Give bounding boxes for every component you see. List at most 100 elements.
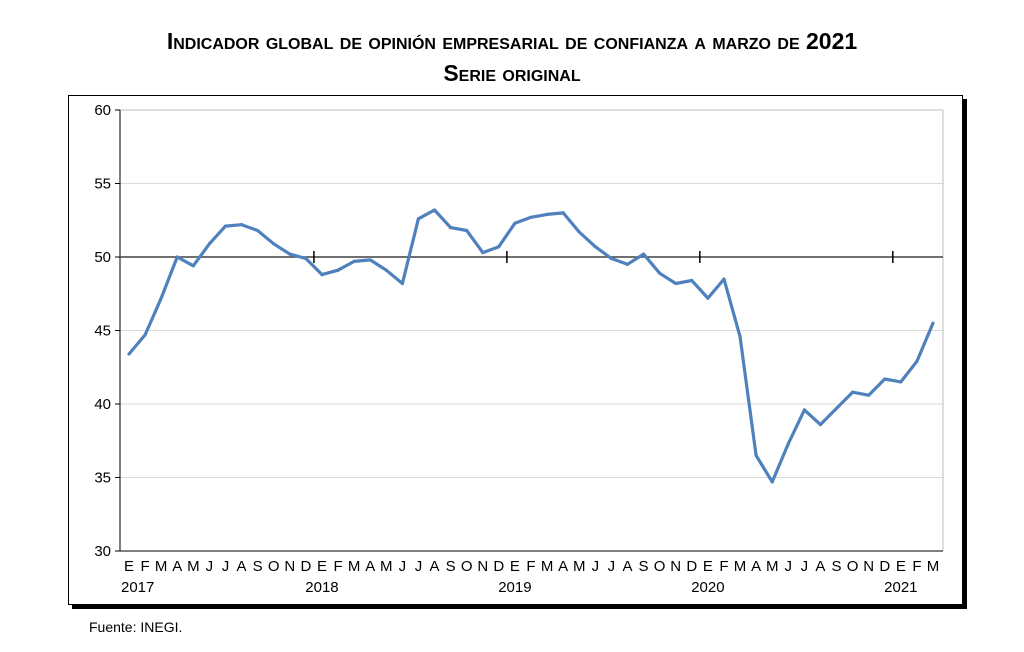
data-point (432, 208, 437, 212)
month-label: O (461, 558, 473, 575)
chart-frame (68, 95, 963, 605)
month-label: M (541, 558, 554, 575)
month-label: A (365, 558, 375, 575)
chart-subtitle: Serie original (443, 60, 581, 86)
month-label: E (510, 558, 520, 575)
month-label: J (801, 558, 809, 575)
month-label: F (333, 558, 342, 575)
data-point (272, 242, 276, 246)
y-tick-label: 35 (94, 470, 111, 487)
y-tick-label: 40 (94, 396, 111, 413)
data-point (223, 224, 228, 228)
source-note: Fuente: INEGI. (89, 619, 183, 635)
data-point (851, 390, 855, 394)
month-label: S (446, 558, 456, 575)
data-point (561, 211, 565, 215)
month-label: E (703, 558, 713, 575)
month-label: A (172, 558, 182, 575)
year-label: 2021 (884, 579, 917, 596)
month-label: D (686, 558, 697, 575)
month-label: J (415, 558, 423, 575)
data-point (320, 273, 324, 277)
data-point (481, 250, 485, 255)
month-label: A (815, 558, 825, 575)
data-point (786, 442, 790, 446)
month-label: J (592, 558, 600, 575)
data-point (159, 296, 163, 300)
month-label: J (206, 558, 214, 575)
data-point (658, 271, 662, 275)
month-label: D (493, 558, 504, 575)
data-point (191, 264, 195, 268)
data-point (738, 334, 742, 338)
data-point (497, 245, 501, 249)
y-tick-label: 55 (94, 176, 111, 193)
data-point (754, 453, 758, 458)
y-tick-label: 60 (94, 102, 111, 119)
data-point (416, 217, 421, 221)
data-point (304, 256, 308, 261)
data-point (706, 296, 710, 300)
month-label: J (222, 558, 230, 575)
month-label: M (927, 558, 940, 575)
data-point (577, 230, 581, 234)
data-point (899, 380, 903, 384)
data-point (336, 268, 340, 272)
y-tick-label: 50 (94, 249, 111, 266)
data-point (593, 245, 597, 249)
month-label: F (140, 558, 149, 575)
data-point (288, 252, 292, 256)
month-label: O (847, 558, 859, 575)
month-label: O (654, 558, 666, 575)
data-point (143, 333, 147, 337)
data-point (239, 223, 244, 227)
month-label: M (187, 558, 200, 575)
month-label: M (380, 558, 393, 575)
month-label: E (896, 558, 906, 575)
data-point (609, 256, 614, 261)
month-label: M (155, 558, 168, 575)
month-label: N (477, 558, 488, 575)
month-label: O (268, 558, 280, 575)
month-label: E (317, 558, 327, 575)
data-point (867, 393, 871, 397)
data-point (127, 352, 131, 356)
data-point (368, 258, 372, 262)
data-point (449, 226, 453, 230)
year-label: 2019 (498, 579, 531, 596)
data-point (641, 252, 646, 256)
month-label: J (399, 558, 407, 575)
month-label: M (348, 558, 361, 575)
data-point (465, 228, 469, 233)
data-point (818, 422, 823, 427)
month-label: M (573, 558, 586, 575)
data-point (915, 359, 919, 363)
data-point (207, 242, 211, 246)
data-point (674, 281, 678, 286)
month-label: S (253, 558, 263, 575)
data-point (625, 262, 630, 266)
month-label: F (526, 558, 535, 575)
month-label: J (608, 558, 616, 575)
data-point (834, 406, 839, 411)
month-label: F (719, 558, 728, 575)
year-label: 2020 (691, 579, 724, 596)
month-label: A (237, 558, 247, 575)
y-tick-label: 45 (94, 323, 111, 340)
month-label: N (670, 558, 681, 575)
data-point (545, 212, 549, 216)
data-point (770, 480, 774, 484)
month-label: D (879, 558, 890, 575)
month-label: A (558, 558, 568, 575)
data-point (529, 215, 533, 219)
month-label: J (785, 558, 793, 575)
month-label: A (622, 558, 632, 575)
month-label: N (863, 558, 874, 575)
data-point (256, 228, 260, 233)
month-label: M (734, 558, 747, 575)
month-label: S (832, 558, 842, 575)
data-point (352, 259, 356, 264)
month-label: S (639, 558, 649, 575)
month-label: E (124, 558, 134, 575)
